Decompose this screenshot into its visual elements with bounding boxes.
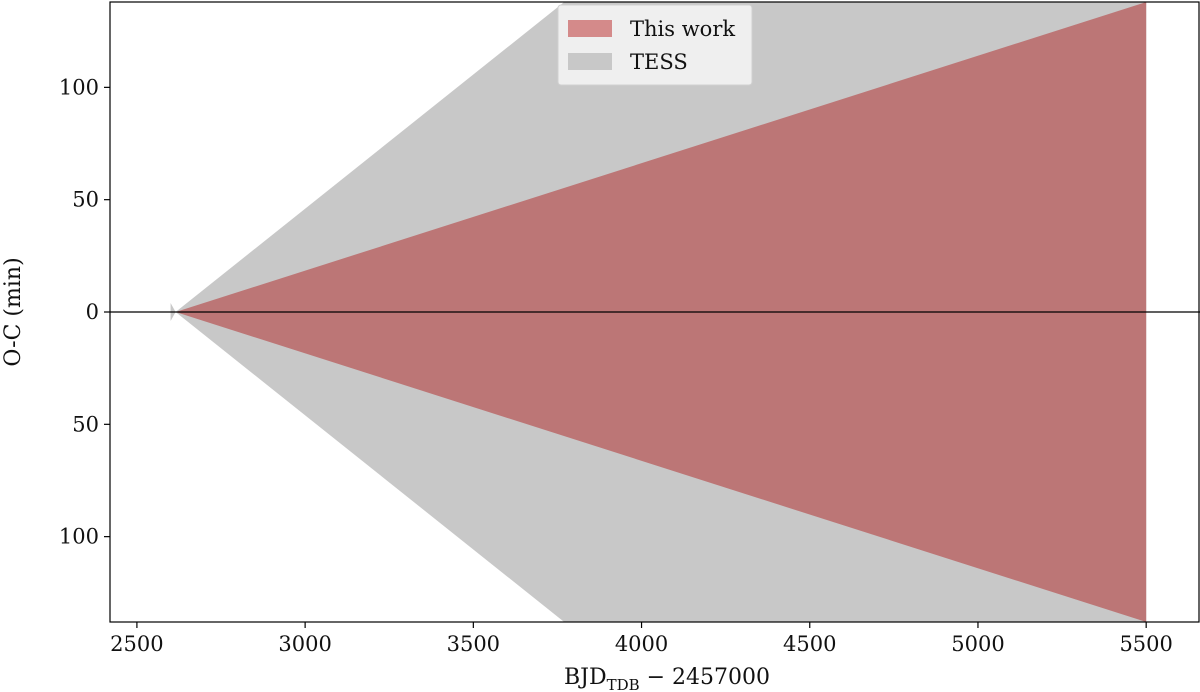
x-tick-label: 3500: [447, 632, 500, 656]
x-axis-label-subscript: TDB: [607, 676, 640, 692]
legend-label-tess: TESS: [630, 50, 688, 74]
y-tick-label: 50: [72, 412, 99, 436]
legend: This work TESS: [557, 4, 753, 86]
x-tick-label: 3000: [278, 632, 331, 656]
y-axis-label: O-C (min): [1, 257, 26, 366]
x-tick-label: 5500: [1119, 632, 1172, 656]
legend-swatch-tess: [568, 53, 612, 70]
y-tick-label: 100: [59, 525, 99, 549]
y-tick-label: 50: [72, 188, 99, 212]
x-tick-label: 5000: [951, 632, 1004, 656]
x-tick-label: 4000: [615, 632, 668, 656]
legend-swatch-this-work: [568, 20, 612, 37]
y-tick-label: 0: [86, 300, 99, 324]
legend-label-this-work: This work: [630, 17, 735, 41]
x-axis-label-suffix: − 2457000: [640, 665, 770, 690]
x-axis-label-prefix: BJD: [564, 665, 607, 690]
x-tick-label: 4500: [783, 632, 836, 656]
y-axis-ticks: 100 50 0 50 100: [59, 75, 110, 549]
x-axis-label: BJDTDB − 2457000: [564, 665, 770, 692]
x-axis-ticks: 2500 3000 3500 4000 4500 5000 5500: [110, 622, 1173, 656]
x-tick-label: 2500: [110, 632, 163, 656]
y-tick-label: 100: [59, 75, 99, 99]
